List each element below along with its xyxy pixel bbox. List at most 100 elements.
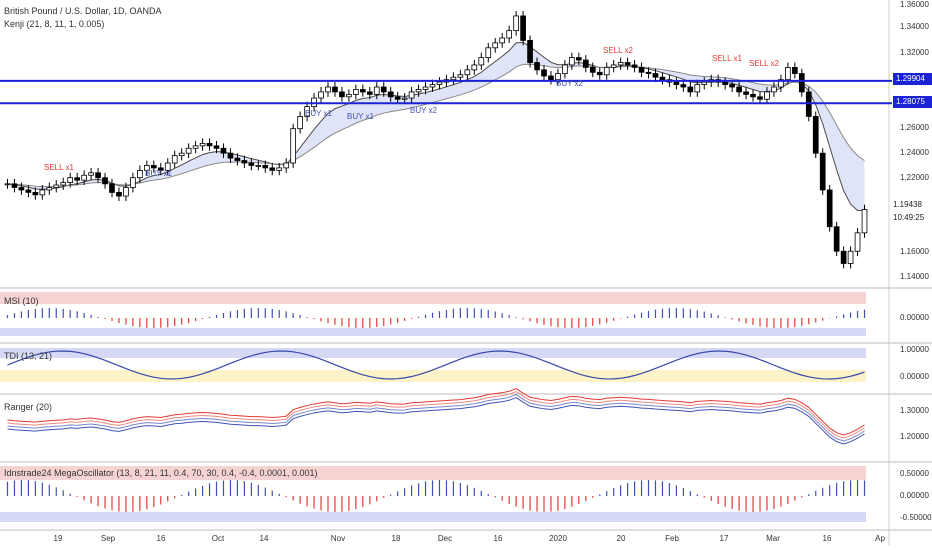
date-tick: 16 — [156, 534, 166, 543]
candle-body — [74, 177, 80, 181]
candle-body — [102, 177, 108, 185]
candle-body — [304, 106, 310, 117]
sell-signal-label: SELL x1 — [712, 54, 742, 63]
tdi-tick: 0.00000 — [900, 372, 929, 381]
candle-body — [359, 89, 366, 93]
mega-tick: 0.50000 — [900, 469, 929, 478]
date-tick: 18 — [391, 534, 401, 543]
ranger-line — [7, 393, 865, 442]
candle-body — [833, 226, 840, 252]
candle-body — [95, 172, 101, 179]
candle-body — [339, 91, 345, 98]
candle-body — [485, 47, 492, 59]
candle-body — [631, 64, 638, 68]
candle-body — [757, 96, 763, 100]
date-tick: Oct — [211, 534, 225, 543]
candle-body — [408, 91, 415, 99]
msi-tick: 0.00000 — [900, 313, 929, 322]
candle-body — [171, 155, 178, 164]
indicator-label: Kenji (21, 8, 11, 1, 0.005) — [4, 19, 105, 29]
candle-body — [729, 84, 735, 88]
candle-body — [464, 69, 471, 76]
candle-body — [589, 67, 596, 73]
candle-body — [771, 86, 777, 93]
price-tick: 1.34000 — [900, 22, 929, 31]
price-tick: 1.22000 — [900, 173, 929, 182]
candle-body — [826, 189, 833, 228]
tdi-line — [7, 350, 865, 380]
candle-body — [736, 86, 742, 93]
candle-body — [562, 64, 568, 74]
ranger-line — [7, 390, 865, 439]
candle-body — [610, 64, 617, 68]
candle-body — [785, 67, 791, 81]
countdown-label: 10:49:25 — [893, 213, 925, 222]
candle-body — [548, 75, 554, 81]
candle-body — [687, 86, 694, 93]
candle-body — [269, 167, 276, 171]
candle-body — [11, 183, 18, 188]
candle-body — [366, 91, 373, 95]
candle-body — [645, 71, 652, 74]
candle-body — [478, 57, 485, 66]
candle-body — [520, 15, 526, 41]
candle-body — [276, 167, 283, 171]
candle-body — [109, 183, 115, 193]
candle-body — [380, 86, 387, 93]
date-tick: Mar — [766, 534, 780, 543]
candle-body — [248, 162, 255, 166]
mega-lower-zone — [0, 512, 866, 522]
candle-body — [60, 182, 67, 186]
candle-body — [116, 192, 122, 197]
candle-body — [673, 81, 680, 85]
candle-body — [596, 71, 603, 76]
buy-signal-label: BUY x1 — [145, 169, 172, 178]
candle-body — [53, 184, 60, 188]
mega-upper-zone — [0, 466, 866, 480]
candle-body — [4, 183, 11, 186]
candle-body — [318, 91, 324, 99]
msi-lower-zone — [0, 328, 866, 336]
price-tick: 1.36000 — [900, 0, 929, 9]
sell-signal-label: SELL x2 — [603, 46, 633, 55]
candle-body — [422, 86, 429, 90]
candle-body — [137, 169, 143, 179]
candle-body — [297, 116, 303, 130]
candle-body — [387, 91, 394, 98]
candle-body — [840, 250, 847, 264]
candle-body — [659, 76, 666, 81]
candle-body — [394, 96, 401, 100]
candle-body — [81, 174, 87, 181]
level-badge-lower: 1.28075 — [893, 96, 932, 108]
sell-signal-label: SELL x1 — [44, 163, 74, 172]
level-badge-upper: 1.29904 — [893, 73, 932, 85]
buy-signal-label: BUY x1 — [347, 112, 374, 121]
candle-body — [798, 73, 805, 93]
candle-body — [227, 152, 234, 159]
candle-body — [192, 145, 199, 149]
candle-body — [652, 73, 659, 78]
candle-body — [819, 152, 826, 191]
candle-body — [262, 165, 269, 169]
candle-body — [332, 86, 338, 93]
date-tick: 16 — [493, 534, 503, 543]
candle-body — [680, 84, 687, 88]
mega-tick: 0.00000 — [900, 491, 929, 500]
date-tick: Feb — [665, 534, 679, 543]
last-price-label: 1.19438 — [893, 200, 922, 209]
buy-signal-label: BUY x2 — [556, 79, 583, 88]
tdi-tick: 1.00000 — [900, 345, 929, 354]
candle-body — [39, 189, 46, 196]
candle-body — [624, 62, 631, 66]
candle-body — [429, 84, 436, 88]
date-tick: Dec — [437, 534, 453, 543]
candle-body — [722, 81, 729, 85]
buy-signal-label: BUY x2 — [410, 106, 437, 115]
candle-body — [185, 147, 192, 154]
candle-body — [283, 162, 290, 169]
candle-body — [750, 93, 756, 98]
price-tick: 1.16000 — [900, 247, 929, 256]
candle-body — [499, 37, 506, 44]
